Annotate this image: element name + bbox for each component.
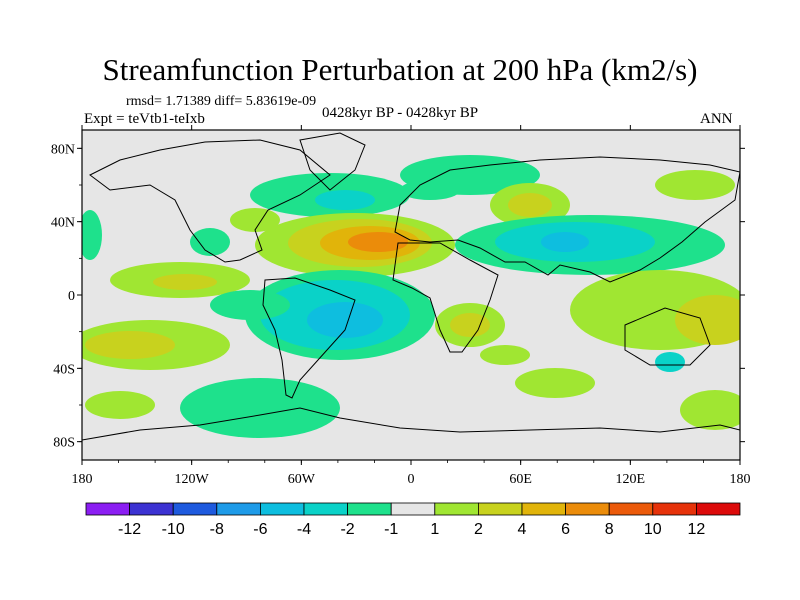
colorbar-swatch <box>172 502 218 516</box>
x-tick-label: 120E <box>616 472 646 487</box>
colorbar-swatch <box>85 502 130 516</box>
y-tick-label: 80S <box>53 436 75 451</box>
field-blob <box>315 190 375 210</box>
x-tick-label: 0 <box>408 472 415 487</box>
y-tick-label: 40N <box>51 216 75 231</box>
x-tick-label: 60E <box>509 472 532 487</box>
colorbar-swatch <box>477 502 523 516</box>
colorbar-label: 6 <box>561 521 570 538</box>
field-blob <box>190 228 230 256</box>
field-blob <box>515 368 595 398</box>
colorbar-swatch <box>347 502 392 516</box>
coastlines <box>82 132 740 441</box>
axes: 180 120W 60W 0 60E 120E 180 80N 40N 0 40S 80S <box>51 125 751 487</box>
field-blob <box>153 274 217 290</box>
stats-line: rmsd= 1.71389 diff= 5.83619e-09 <box>126 94 317 109</box>
field-blob <box>307 302 383 338</box>
y-tick-label: 80N <box>51 142 75 157</box>
field-blob <box>400 180 460 200</box>
colorbar-label: 8 <box>605 521 614 538</box>
field-blob <box>85 331 175 359</box>
field-blob <box>541 232 589 252</box>
field-blob <box>348 232 408 252</box>
field-blob <box>655 170 735 200</box>
field-blob <box>675 295 740 345</box>
colorbar-label: -8 <box>210 521 224 538</box>
colorbar-swatch <box>434 502 479 516</box>
x-tick-label: 180 <box>730 472 751 487</box>
field-blob <box>210 290 290 320</box>
colorbar-label: 2 <box>474 521 483 538</box>
x-tick-label: 60W <box>288 472 316 487</box>
colorbar-label: -10 <box>162 521 185 538</box>
colorbar-label: -2 <box>340 521 354 538</box>
coast-greenland <box>299 132 366 191</box>
field-blob <box>180 378 340 438</box>
y-tick-label: 0 <box>68 289 75 304</box>
colorbar-label: 1 <box>430 521 439 538</box>
colorbar-swatch <box>608 502 654 516</box>
field-blob <box>480 345 530 365</box>
field-blob <box>655 352 685 372</box>
contour-fields <box>82 155 740 438</box>
colorbar-label: -12 <box>118 521 141 538</box>
colorbar-swatch <box>303 502 348 516</box>
y-tick-label: 40S <box>53 362 75 377</box>
period-label: 0428kyr BP - 0428kyr BP <box>322 105 479 121</box>
field-blob <box>680 390 740 430</box>
coast-south-america <box>262 277 356 399</box>
field-blob <box>230 208 280 232</box>
experiment-label: Expt = teVtb1-teIxb <box>84 111 205 127</box>
colorbar-label: -1 <box>384 521 398 538</box>
field-blob <box>450 313 490 337</box>
chart-title: Streamfunction Perturbation at 200 hPa (… <box>102 52 698 87</box>
colorbar-label: 10 <box>644 521 662 538</box>
colorbar-swatch <box>696 502 741 516</box>
colorbar-swatch <box>259 502 305 516</box>
x-tick-label: 180 <box>72 472 93 487</box>
colorbar-label: 4 <box>518 521 527 538</box>
coast-antarctica <box>82 407 740 441</box>
colorbar: -12 -10 -8 -6 -4 -2 -1 1 2 4 6 8 10 12 <box>85 502 741 538</box>
field-blob <box>82 210 102 260</box>
colorbar-swatch <box>565 502 610 516</box>
colorbar-swatch <box>521 502 566 516</box>
colorbar-swatch <box>652 502 697 516</box>
colorbar-label: 12 <box>688 521 706 538</box>
field-blob <box>508 193 552 217</box>
coast-africa <box>392 242 499 353</box>
coast-north-america <box>89 139 331 263</box>
colorbar-swatch <box>129 502 174 516</box>
colorbar-label: -4 <box>297 521 311 538</box>
coast-europe-asia <box>394 156 740 283</box>
season-label: ANN <box>700 111 733 127</box>
x-tick-label: 120W <box>175 472 210 487</box>
colorbar-swatch <box>390 502 436 516</box>
colorbar-swatch <box>216 502 261 516</box>
colorbar-label: -6 <box>253 521 267 538</box>
coast-australia <box>624 307 711 366</box>
field-blob <box>85 391 155 419</box>
